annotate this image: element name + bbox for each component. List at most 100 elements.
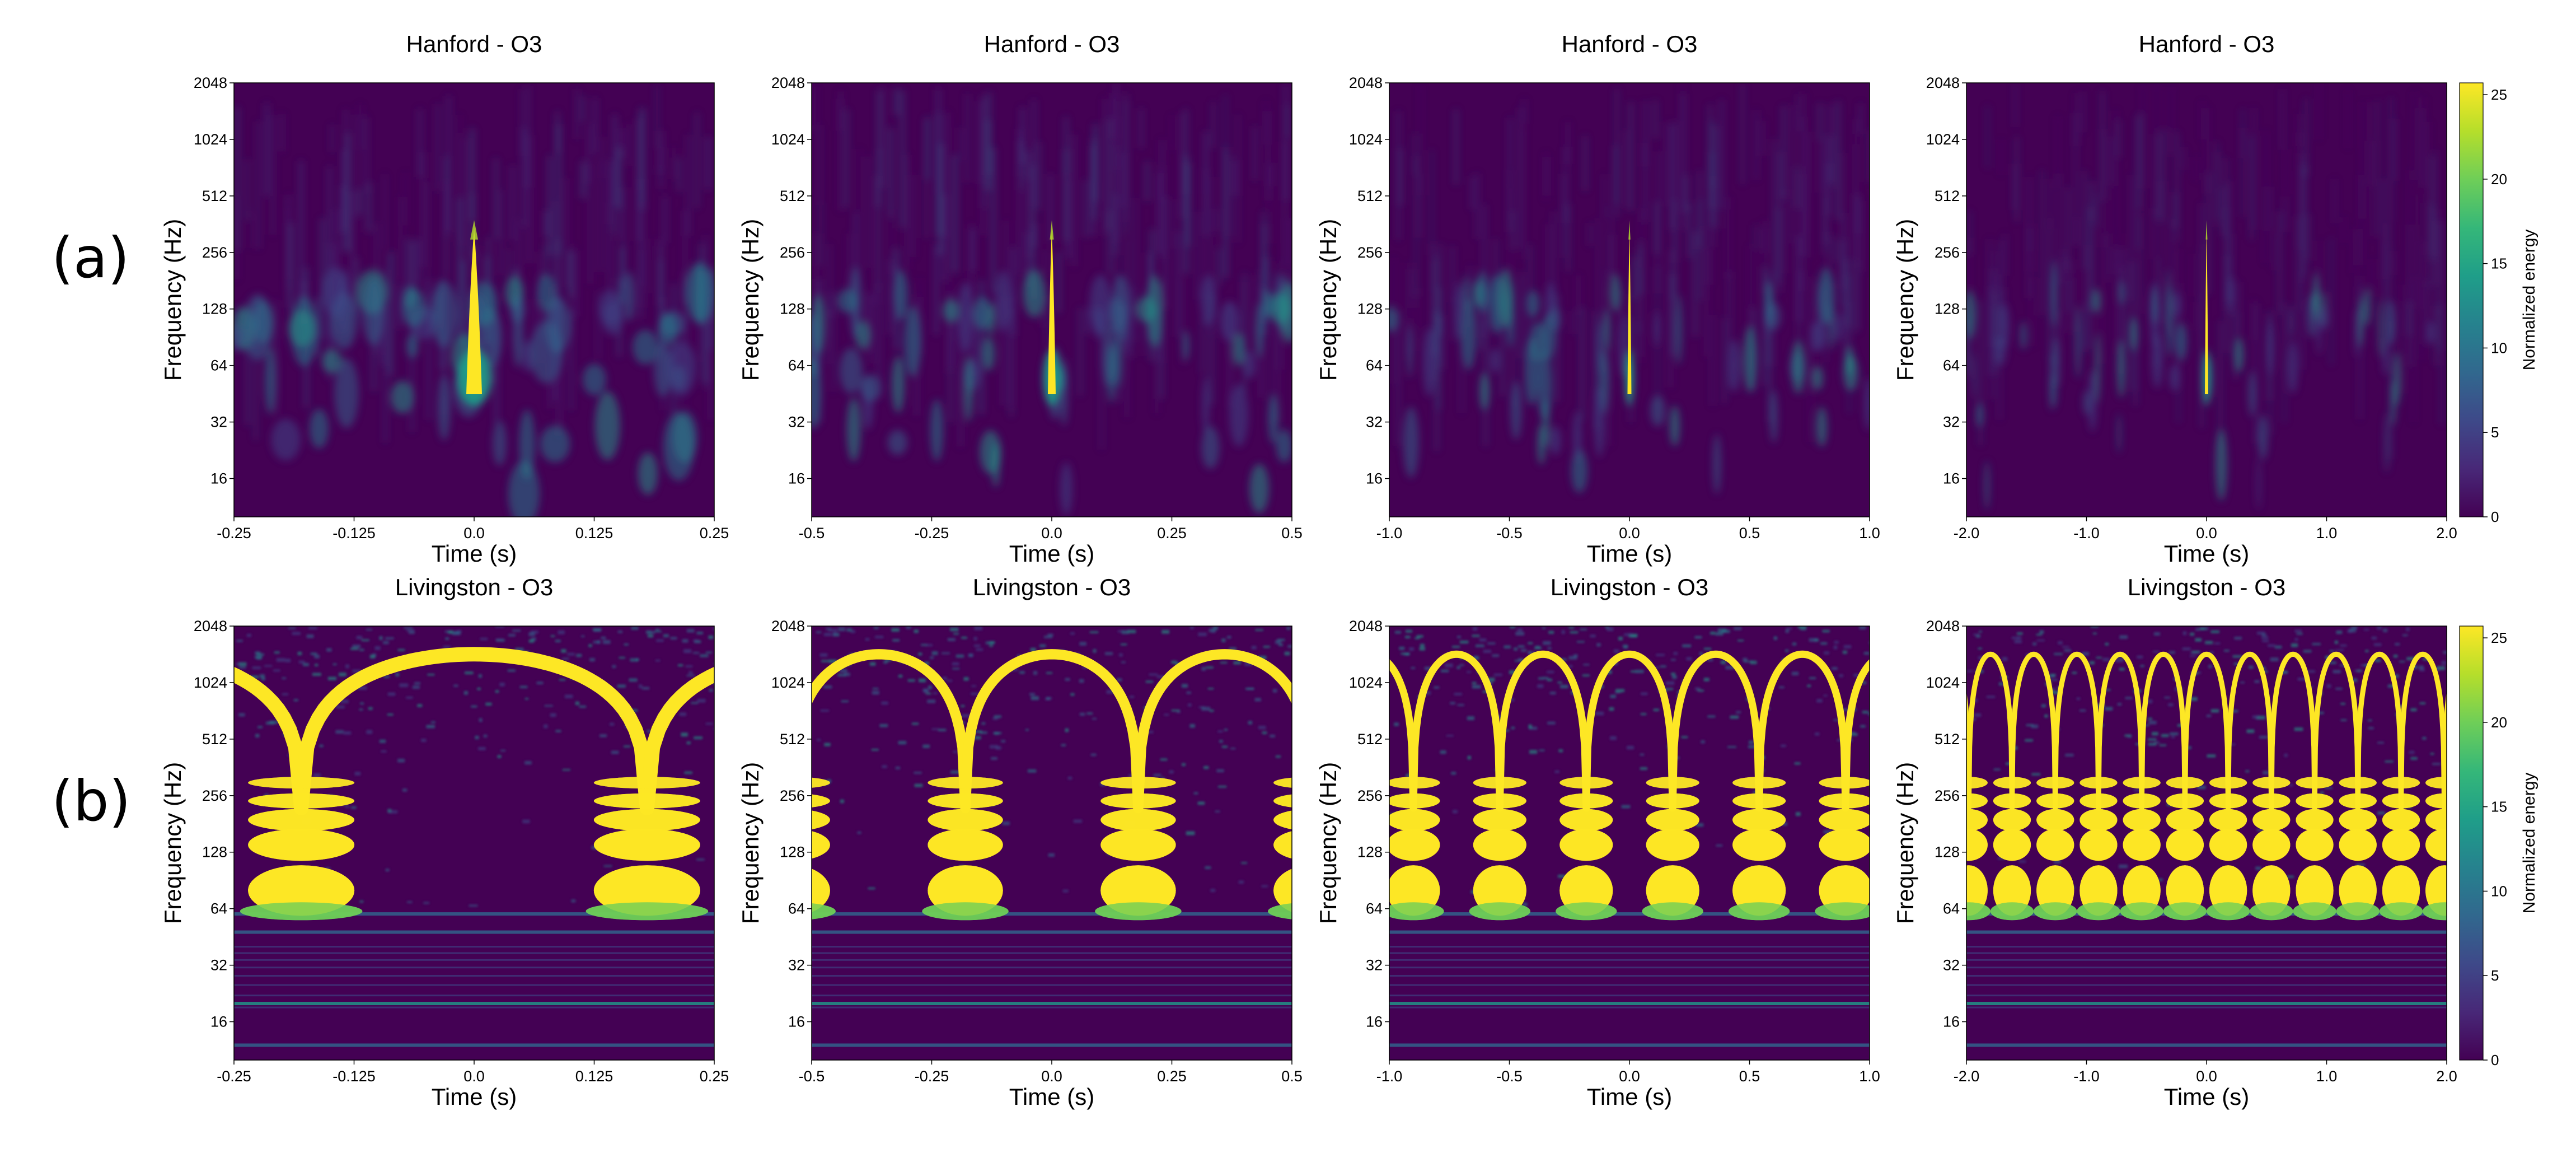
- x-tick-label: 0.125: [575, 1068, 613, 1085]
- y-tick-label: 16: [788, 470, 805, 487]
- colorbar: 0 5 10 15 20 25 Normalized energy: [2459, 82, 2538, 525]
- x-tick-label: 2.0: [2436, 525, 2457, 542]
- colorbar-tick-label: 25: [2491, 629, 2507, 646]
- heatmap-texture: [812, 83, 1292, 516]
- colorbar-tick-label: 25: [2491, 86, 2507, 103]
- y-tick-label: 256: [202, 244, 227, 261]
- y-tick-label: 512: [202, 731, 227, 748]
- y-tick-label: 256: [1935, 244, 1960, 261]
- scattered-light-arch: [1389, 659, 1417, 812]
- colorbar-tick-label: 15: [2491, 799, 2507, 815]
- x-tick-label: -0.5: [1496, 1068, 1523, 1085]
- scattered-light-arch: [2182, 651, 2231, 811]
- colorbar-tick-label: 10: [2491, 883, 2507, 899]
- colorbar-label: Normalized energy: [2520, 230, 2538, 371]
- noise-line: [234, 1043, 714, 1047]
- y-tick-label: 2048: [194, 618, 227, 634]
- heatmap-texture: [1389, 626, 1870, 1047]
- scattered-light-arch: [1966, 651, 2015, 811]
- x-tick-label: 0.0: [463, 525, 485, 542]
- y-tick-label: 64: [788, 357, 805, 374]
- x-tick-label: -1.0: [2073, 525, 2100, 542]
- noise-line: [1389, 1002, 1870, 1006]
- x-tick-label: -0.25: [915, 525, 949, 542]
- noise-line: [1966, 930, 2447, 934]
- scattered-light-arch: [1496, 650, 1590, 812]
- scattered-light-arch: [960, 649, 1144, 814]
- scattered-light-arch: [2139, 651, 2188, 811]
- glitch-chirp: [1048, 227, 1056, 394]
- y-tick-label: 128: [1357, 301, 1383, 318]
- y-tick-label: 128: [1935, 301, 1960, 318]
- colorbar-tick-label: 20: [2491, 171, 2507, 188]
- spectrogram-panel: 16 32 64 128 256 512 1024 2048 -2.0 -1.0 0.0 1.0 2.0…: [1892, 31, 2538, 567]
- x-tick-label: -2.0: [1954, 1068, 1980, 1085]
- y-tick-label: 512: [780, 188, 805, 204]
- x-axis-label: Time (s): [432, 540, 517, 567]
- x-tick-label: -0.25: [217, 1068, 251, 1085]
- y-tick-label: 16: [1943, 1014, 1960, 1030]
- x-tick-label: -0.5: [799, 525, 825, 542]
- x-tick-label: -2.0: [1954, 525, 1980, 542]
- colorbar: 0 5 10 15 20 25 Normalized energy: [2459, 625, 2538, 1068]
- y-axis-label: Frequency (Hz): [1892, 219, 1918, 381]
- y-tick-label: 512: [1357, 731, 1383, 748]
- y-tick-label: 128: [780, 844, 805, 861]
- spectrogram-panel: 16 32 64 128 256 512 1024 2048 -2.0 -1.0 0.0 1.0 2.0…: [1892, 574, 2538, 1110]
- scattered-light-arch: [1755, 650, 1849, 812]
- y-tick-label: 64: [210, 357, 227, 374]
- x-tick-label: 0.25: [700, 1068, 729, 1085]
- scattered-light-arch: [2398, 651, 2447, 811]
- y-tick-label: 32: [210, 957, 227, 974]
- y-tick-label: 128: [202, 301, 227, 318]
- x-tick-label: 0.0: [2196, 1068, 2217, 1085]
- x-tick-label: -1.0: [1376, 525, 1403, 542]
- y-tick-label: 2048: [1349, 74, 1383, 91]
- y-tick-label: 2048: [771, 618, 805, 634]
- scattered-light-arch: [1582, 650, 1676, 812]
- heatmap-texture: [234, 626, 714, 1047]
- x-tick-label: 0.0: [1041, 1068, 1062, 1085]
- x-tick-label: 0.125: [575, 525, 613, 542]
- panel-title: Livingston - O3: [2128, 574, 2285, 600]
- y-tick-label: 16: [788, 1014, 805, 1030]
- row-label: (b): [51, 768, 131, 834]
- y-tick-label: 256: [1357, 244, 1383, 261]
- heatmap-texture: [234, 86, 714, 517]
- colorbar-tick-label: 10: [2491, 339, 2507, 356]
- x-tick-label: -0.5: [799, 1068, 825, 1085]
- y-axis-label: Frequency (Hz): [160, 762, 186, 924]
- spectrogram-panel: 16 32 64 128 256 512 1024 2048 -0.25 -0.125 0.0 0.1…: [160, 31, 729, 567]
- scattered-light-arch: [2096, 651, 2144, 811]
- y-axis-label: Frequency (Hz): [160, 219, 186, 381]
- scattered-light-arch: [234, 666, 309, 815]
- x-tick-label: 0.0: [1041, 525, 1062, 542]
- scattered-light-arch: [1669, 650, 1763, 812]
- y-tick-label: 32: [788, 414, 805, 431]
- spectrogram-panel: 16 32 64 128 256 512 1024 2048 -1.0 -0.5 0.0 0.5 1.0…: [1315, 31, 1880, 567]
- x-axis-label: Time (s): [2164, 540, 2249, 567]
- x-tick-label: 0.5: [1739, 525, 1760, 542]
- y-tick-label: 2048: [1926, 618, 1960, 634]
- panel-title: Livingston - O3: [1551, 574, 1708, 600]
- y-tick-label: 128: [1357, 844, 1383, 861]
- y-tick-label: 1024: [771, 674, 805, 691]
- noise-line: [1966, 1002, 2447, 1006]
- panel-title: Hanford - O3: [2139, 31, 2275, 57]
- panel-title: Hanford - O3: [984, 31, 1120, 57]
- x-tick-label: 2.0: [2436, 1068, 2457, 1085]
- scattered-light-arch: [639, 666, 714, 815]
- y-tick-label: 64: [1366, 357, 1383, 374]
- y-tick-label: 16: [1943, 470, 1960, 487]
- scattered-light-arch: [2269, 651, 2317, 811]
- x-tick-label: -0.125: [332, 1068, 376, 1085]
- y-tick-label: 2048: [771, 74, 805, 91]
- y-tick-label: 256: [780, 244, 805, 261]
- noise-line: [1389, 1043, 1870, 1047]
- scattered-light-arch: [1409, 650, 1504, 812]
- y-tick-label: 1024: [1926, 674, 1960, 691]
- y-tick-label: 128: [202, 844, 227, 861]
- x-tick-label: -1.0: [1376, 1068, 1403, 1085]
- y-tick-label: 32: [1366, 957, 1383, 974]
